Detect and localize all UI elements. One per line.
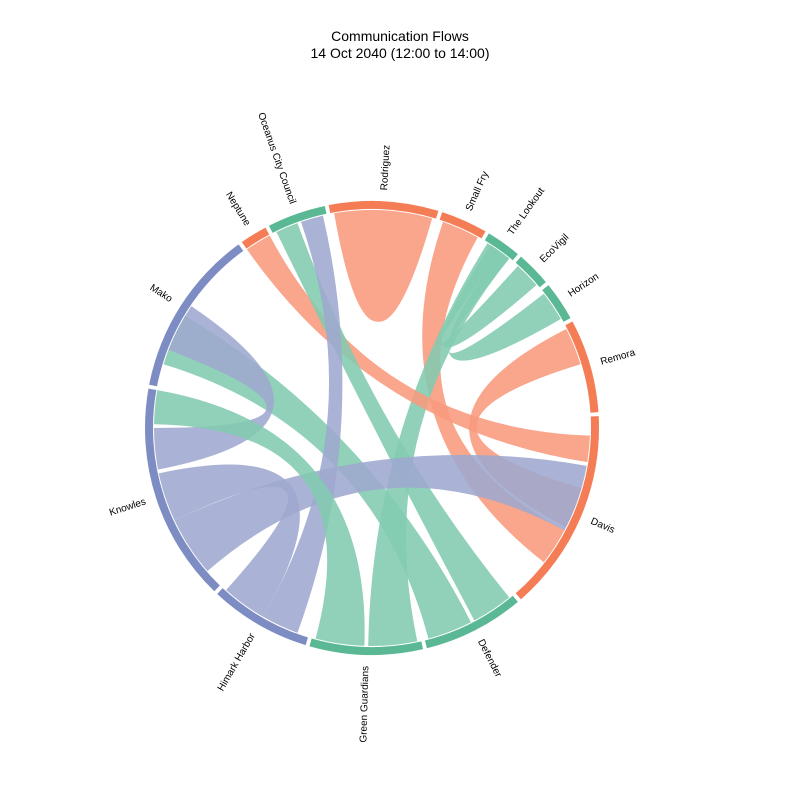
node-label-horizon: Horizon <box>566 271 601 299</box>
node-label-lookout: The Lookout <box>506 186 547 238</box>
node-label-ecovigil: EcoVigil <box>538 232 571 265</box>
node-arc-rodriguez[interactable] <box>328 201 439 219</box>
node-arc-davis[interactable] <box>515 416 600 600</box>
node-arc-neptune[interactable] <box>241 227 270 249</box>
node-label-neptune: Neptune <box>223 190 252 228</box>
chart-subtitle: 14 Oct 2040 (12:00 to 14:00) <box>310 45 490 61</box>
node-arc-lookout[interactable] <box>484 233 518 261</box>
node-arc-mako[interactable] <box>149 244 244 387</box>
node-label-himark: Himark Harbor <box>216 631 258 693</box>
chart-title: Communication Flows <box>331 28 469 44</box>
node-arc-greenguardians[interactable] <box>309 638 424 656</box>
chord-neptune-davis[interactable] <box>246 235 590 463</box>
chord-rodriguez-rodriguez[interactable] <box>334 209 433 322</box>
chord-oceanus-himark[interactable] <box>263 215 343 633</box>
node-label-rodriguez: Rodriguez <box>379 145 392 191</box>
chord-horizon-lookout[interactable] <box>448 251 561 361</box>
node-arc-oceanus[interactable] <box>268 205 327 233</box>
node-label-defender: Defender <box>475 638 504 680</box>
node-label-remora: Remora <box>599 347 637 367</box>
node-arc-remora[interactable] <box>565 321 599 413</box>
node-arc-ecovigil[interactable] <box>515 256 546 288</box>
node-label-smallfry: Small Fry <box>464 170 491 213</box>
node-arc-knowles[interactable] <box>145 388 220 592</box>
node-label-greenguardians: Green Guardians <box>358 666 371 743</box>
chord-knowles-himark[interactable] <box>158 464 300 617</box>
chord-ecovigil-lookout[interactable] <box>440 245 537 348</box>
node-label-oceanus: Oceanus City Council <box>255 111 297 205</box>
node-arc-himark[interactable] <box>217 588 308 646</box>
node-arc-horizon[interactable] <box>542 285 571 322</box>
node-arc-defender[interactable] <box>424 595 518 649</box>
node-label-knowles: Knowles <box>108 496 147 518</box>
node-arc-smallfry[interactable] <box>439 212 486 239</box>
node-label-davis: Davis <box>589 516 616 536</box>
node-label-mako: Mako <box>148 282 175 305</box>
chord-greenguardians-knowles[interactable] <box>154 390 365 646</box>
